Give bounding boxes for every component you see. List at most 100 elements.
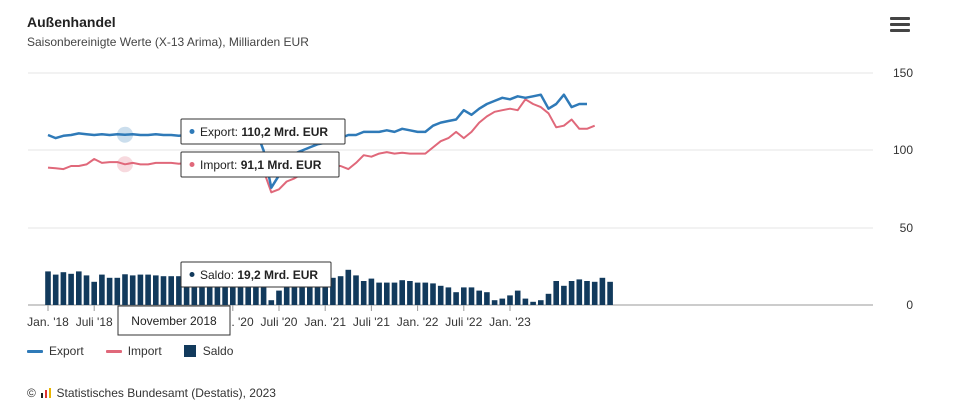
legend-label-export: Export xyxy=(49,344,84,358)
saldo-bar xyxy=(137,274,144,305)
saldo-bar xyxy=(491,300,498,305)
x-tick-label: Jan. '18 xyxy=(27,315,69,329)
tooltip-export-box xyxy=(180,118,346,145)
saldo-bar xyxy=(514,290,521,305)
legend-item-export[interactable]: Export xyxy=(27,344,84,358)
legend-label-saldo: Saldo xyxy=(202,344,234,358)
saldo-bar xyxy=(445,287,452,305)
legend-swatch-import xyxy=(105,349,122,353)
legend-swatch-export xyxy=(27,349,43,353)
saldo-bar xyxy=(522,298,529,305)
saldo-bar xyxy=(291,278,298,305)
saldo-bar xyxy=(484,292,490,305)
saldo-bar xyxy=(268,300,275,305)
saldo-bar xyxy=(414,282,421,305)
legend: Export Import Saldo xyxy=(27,344,255,358)
x-tick-label: Juli '21 xyxy=(353,315,390,329)
saldo-bar xyxy=(214,276,221,305)
tooltip-saldo-text: Saldo: 19,2 Mrd. EUR xyxy=(200,268,318,282)
hamburger-menu-icon[interactable] xyxy=(890,17,910,33)
saldo-bar xyxy=(114,277,121,305)
tooltip-export-label: Export: xyxy=(200,125,241,139)
saldo-bar xyxy=(76,271,82,305)
copyright-symbol: © xyxy=(27,386,36,400)
saldo-bar xyxy=(183,276,190,305)
saldo-bar xyxy=(45,271,51,305)
saldo-bar xyxy=(60,272,67,305)
saldo-bar xyxy=(322,276,328,305)
saldo-bar xyxy=(260,284,267,305)
tooltip-x-label: November 2018 xyxy=(131,314,217,328)
saldo-bar xyxy=(437,285,444,305)
legend-item-saldo[interactable]: Saldo xyxy=(183,344,234,358)
tooltip-saldo-label: Saldo: xyxy=(200,268,237,282)
saldo-bar xyxy=(307,281,313,305)
tooltip-import-value: 91,1 Mrd. EUR xyxy=(241,158,322,172)
source-footer: © Statistisches Bundesamt (Destatis), 20… xyxy=(27,386,276,400)
saldo-bar xyxy=(237,274,244,305)
saldo-bar xyxy=(253,271,259,305)
export-hover-halo xyxy=(117,126,133,143)
saldo-bar xyxy=(360,281,367,305)
saldo-bar xyxy=(422,282,429,305)
saldo-bar xyxy=(160,276,167,305)
saldo-bar xyxy=(499,298,506,305)
saldo-bar xyxy=(153,275,159,305)
saldo-bar xyxy=(599,277,606,305)
saldo-bar xyxy=(607,281,613,305)
saldo-bar xyxy=(337,276,344,305)
tooltip-import-text: Import: 91,1 Mrd. EUR xyxy=(200,158,322,172)
x-tick-label: Jan. '22 xyxy=(397,315,439,329)
tooltip-import-box xyxy=(180,151,340,178)
x-tick-label: Juli '18 xyxy=(76,315,113,329)
saldo-bar xyxy=(330,277,336,305)
saldo-bar xyxy=(199,275,205,305)
saldo-bar xyxy=(376,282,382,305)
saldo-bar xyxy=(461,287,467,305)
x-tick-label: Jan. '23 xyxy=(489,315,531,329)
saldo-bar xyxy=(407,281,413,305)
saldo-bar xyxy=(314,277,321,305)
saldo-bar xyxy=(453,292,459,305)
saldo-bar xyxy=(176,276,182,305)
saldo-bar xyxy=(476,290,482,305)
y-tick-label: 50 xyxy=(900,221,914,235)
saldo-bar xyxy=(430,283,436,305)
saldo-bar xyxy=(68,273,74,305)
saldo-bar xyxy=(507,295,513,305)
tooltip-x-box xyxy=(117,305,231,336)
import-line xyxy=(47,98,596,194)
saldo-bar xyxy=(168,276,174,305)
saldo-bar xyxy=(384,282,390,305)
chart-subtitle: Saisonbereinigte Werte (X-13 Arima), Mil… xyxy=(27,35,309,49)
saldo-bar xyxy=(399,280,405,305)
saldo-bar xyxy=(561,285,567,305)
tooltip-saldo-box xyxy=(180,261,332,288)
saldo-bar xyxy=(83,275,90,305)
y-tick-label: 150 xyxy=(893,66,913,80)
saldo-bar xyxy=(230,273,236,305)
tooltip-import-dot xyxy=(189,162,195,167)
y-tick-label: 0 xyxy=(906,298,913,312)
saldo-bar xyxy=(568,281,575,305)
legend-swatch-saldo xyxy=(183,345,196,357)
saldo-bar xyxy=(368,278,375,305)
destatis-logo-icon xyxy=(41,388,52,398)
import-hover-halo xyxy=(117,156,133,173)
tooltip-saldo-value: 19,2 Mrd. EUR xyxy=(237,268,318,282)
tooltip-export-dot xyxy=(189,129,195,134)
x-tick-label: Jan. '21 xyxy=(304,315,346,329)
saldo-bar xyxy=(468,287,475,305)
saldo-bar xyxy=(353,275,359,305)
tooltip-export-value: 110,2 Mrd. EUR xyxy=(241,125,328,139)
tooltip-export-text: Export: 110,2 Mrd. EUR xyxy=(200,125,328,139)
saldo-bar xyxy=(299,281,305,305)
source-text: Statistisches Bundesamt (Destatis), 2023 xyxy=(56,386,276,400)
saldo-bar xyxy=(276,290,282,305)
chart-title: Außenhandel xyxy=(27,14,116,30)
legend-item-import[interactable]: Import xyxy=(105,344,162,358)
x-tick-label: Juli '20 xyxy=(261,315,298,329)
saldo-bar xyxy=(576,279,583,305)
saldo-bar xyxy=(245,276,251,305)
